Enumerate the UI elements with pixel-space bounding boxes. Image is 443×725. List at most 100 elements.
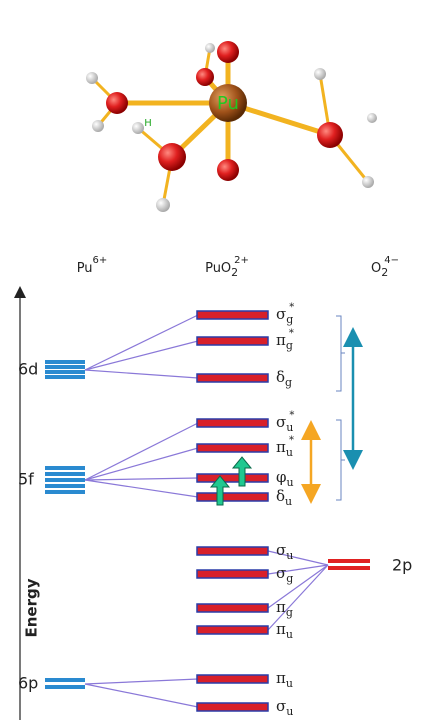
label: σg* <box>276 302 294 327</box>
label-base: π <box>276 331 286 349</box>
mo-level <box>197 493 268 501</box>
label: πu <box>276 669 293 690</box>
label-sub: u <box>287 476 294 489</box>
label-sub: g <box>285 376 292 389</box>
mo-level <box>197 547 268 555</box>
label-sub: g <box>286 606 293 619</box>
o-level-label: 2p <box>392 556 412 575</box>
label-base: π <box>276 438 286 456</box>
label-base: Pu <box>77 261 93 276</box>
label-sub: u <box>286 446 293 459</box>
pu-level <box>45 472 85 476</box>
label-sub: u <box>286 549 293 562</box>
pu-level <box>45 685 85 689</box>
label-base: σ <box>276 564 286 582</box>
pu-level-label: 6p <box>18 674 38 693</box>
label-sub: 2 <box>231 266 238 279</box>
label: σu* <box>276 410 294 435</box>
mo-level <box>197 703 268 711</box>
mo-level <box>197 604 268 612</box>
diagram: Pu H Energy Pu6+PuO22+O24−σg*πg*δgσu*πu*… <box>0 0 443 725</box>
page: {"molecule": {"center_atom": "Pu", "hydr… <box>0 0 443 725</box>
label-base: π <box>276 598 286 616</box>
connector <box>85 679 198 684</box>
label-base: π <box>276 620 286 638</box>
o-level <box>328 559 370 563</box>
connector <box>85 448 198 480</box>
pu-level <box>45 360 85 364</box>
label: πu* <box>276 435 294 460</box>
label-sub: u <box>286 421 293 434</box>
connector <box>85 478 198 480</box>
connector <box>85 423 198 480</box>
label: δu <box>276 487 292 508</box>
mo-level <box>197 474 268 482</box>
label: φu <box>276 468 294 489</box>
label-base: π <box>276 669 286 687</box>
label: δg <box>276 368 292 389</box>
label-base: σ <box>276 413 286 431</box>
pu-level <box>45 370 85 374</box>
label-sup: * <box>289 302 294 313</box>
label-sup: 4− <box>384 255 399 266</box>
label-sup: 2+ <box>234 255 249 266</box>
mo-level <box>197 626 268 634</box>
label-sub: u <box>286 705 293 718</box>
label-base: φ <box>276 468 287 486</box>
label-sub: 2 <box>381 266 388 279</box>
label-sub: u <box>285 495 292 508</box>
bracket <box>336 316 345 391</box>
connector <box>85 315 198 370</box>
label-base: O <box>371 261 381 276</box>
label: πu <box>276 620 293 641</box>
label-sub: g <box>286 313 293 326</box>
pu-level <box>45 678 85 682</box>
pu-level-label: 5f <box>18 470 34 489</box>
label-sup: * <box>289 435 294 446</box>
label: πg <box>276 598 293 619</box>
label-sub: g <box>286 339 293 352</box>
connector <box>85 480 198 497</box>
o-level <box>328 566 370 570</box>
atoms <box>86 41 377 212</box>
pu-level-label: 6d <box>18 360 38 379</box>
label: Pu6+ <box>77 255 108 276</box>
label-sub: u <box>286 628 293 641</box>
label-sub: g <box>286 572 293 585</box>
label-base: σ <box>276 541 286 559</box>
bracket <box>336 420 345 500</box>
label: σu <box>276 541 293 562</box>
pu-level <box>45 490 85 494</box>
label-sup: * <box>289 410 294 421</box>
pu-atom-label: Pu <box>217 93 239 114</box>
pu-level <box>45 466 85 470</box>
pu-level <box>45 365 85 369</box>
label: σu <box>276 697 293 718</box>
connector <box>85 341 198 370</box>
pu-level <box>45 484 85 488</box>
label: πg* <box>276 328 294 353</box>
label: O24− <box>371 255 399 279</box>
label-sup: * <box>289 328 294 339</box>
label: PuO22+ <box>205 255 249 279</box>
label-base: δ <box>276 368 285 386</box>
pu-level <box>45 478 85 482</box>
mo-level <box>197 337 268 345</box>
label-base: δ <box>276 487 285 505</box>
mo-level <box>197 311 268 319</box>
label-base: σ <box>276 697 286 715</box>
connector <box>85 370 198 378</box>
label-base: σ <box>276 305 286 323</box>
h-atom-label: H <box>144 118 152 129</box>
mo-level <box>197 570 268 578</box>
label-sub: u <box>286 677 293 690</box>
mo-level <box>197 374 268 382</box>
mo-level <box>197 444 268 452</box>
connector <box>85 684 198 707</box>
energy-label: Energy <box>23 578 41 637</box>
pu-level <box>45 375 85 379</box>
label-base: PuO <box>205 261 231 276</box>
label-sup: 6+ <box>93 255 108 266</box>
label: σg <box>276 564 293 585</box>
mo-level <box>197 419 268 427</box>
